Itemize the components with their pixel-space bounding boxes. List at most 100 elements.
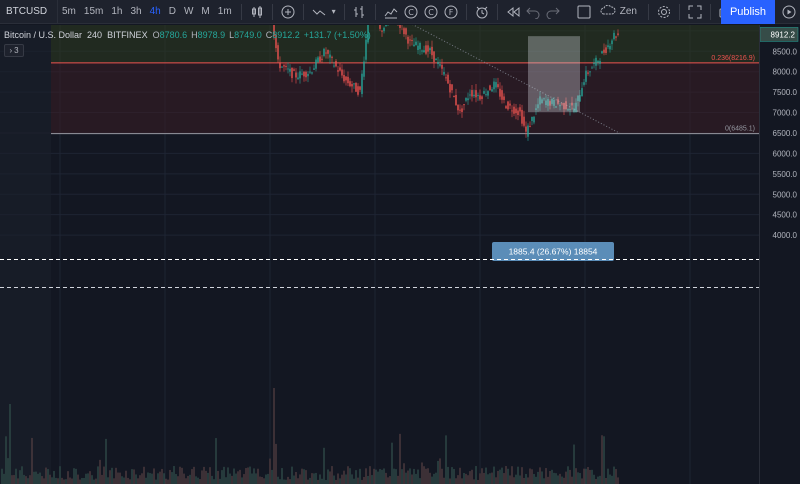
volume-bar (173, 466, 175, 484)
open-label: O (152, 30, 160, 40)
volume-bar (361, 479, 363, 484)
fullscreen-icon[interactable] (685, 0, 705, 24)
layout-icon[interactable] (574, 0, 594, 24)
volume-bar (603, 436, 605, 484)
volume-bar (169, 469, 171, 484)
volume-bar (461, 478, 463, 484)
volume-bar (353, 478, 355, 484)
candle-body (335, 60, 337, 67)
volume-bar (319, 474, 321, 484)
price-tick-label: 4000.0 (773, 231, 798, 240)
volume-bar (107, 477, 109, 484)
volume-bar (229, 473, 231, 484)
volume-bar (97, 466, 99, 484)
volume-bar (185, 478, 187, 484)
volume-bar (51, 477, 53, 484)
candle-body (419, 43, 421, 50)
toolbar-divider (648, 3, 649, 20)
interval-w[interactable]: W (183, 5, 194, 17)
volume-bar (271, 469, 273, 484)
volume-bar (451, 467, 453, 484)
chevron-down-icon[interactable]: ▾ (331, 7, 336, 16)
volume-bar (183, 473, 185, 484)
interval-15m[interactable]: 15m (83, 5, 104, 17)
c-icon[interactable]: C (421, 0, 441, 24)
volume-bar (23, 474, 25, 484)
candle-body (445, 77, 447, 79)
candle-body (359, 86, 361, 90)
candle-body (283, 65, 285, 67)
volume-bar (389, 476, 391, 484)
volume-bar (65, 479, 67, 484)
interval-m[interactable]: M (201, 5, 210, 17)
volume-bar (409, 468, 411, 484)
compare-icon[interactable] (309, 0, 329, 24)
volume-bar (377, 471, 379, 484)
interval-4h[interactable]: 4h (149, 5, 161, 17)
play-icon[interactable] (777, 0, 800, 24)
candle-body (465, 98, 467, 101)
volume-bar (525, 473, 527, 484)
interval-5m[interactable]: 5m (62, 5, 76, 17)
interval-1h[interactable]: 1h (111, 5, 123, 17)
price-range-measure[interactable]: 1885.4 (26.67%) 18854 (492, 36, 614, 261)
candle-body (325, 52, 327, 54)
volume-bar (343, 470, 345, 484)
f-icon[interactable]: F (441, 0, 461, 24)
candle-body (597, 60, 599, 63)
volume-bar (197, 477, 199, 484)
publish-button[interactable]: Publish (721, 0, 775, 24)
candle-body (613, 32, 615, 40)
symbol-description[interactable]: Bitcoin / U.S. Dollar (4, 30, 83, 40)
add-indicator-icon[interactable] (278, 0, 298, 24)
volume-bar (99, 459, 101, 484)
volume-bar (9, 404, 11, 484)
candle-body (289, 68, 291, 72)
interval-d[interactable]: D (168, 5, 176, 17)
toolbar-divider (374, 3, 376, 20)
volume-bar (449, 478, 451, 484)
interval-1m[interactable]: 1m (217, 5, 232, 17)
fib-level-label: 0.236(8216.9) (711, 55, 755, 62)
candle-body (339, 67, 341, 71)
volume-bar (445, 435, 447, 484)
redo-icon[interactable] (543, 0, 563, 24)
volume-bar (439, 458, 441, 484)
candle-body (361, 73, 363, 95)
volume-bar (161, 468, 163, 484)
candle-body (543, 98, 545, 100)
volume-bar (265, 474, 267, 484)
volume-bar (535, 476, 537, 484)
c-icon[interactable]: C (401, 0, 421, 24)
volume-bar (477, 479, 479, 484)
zen-layout-selector[interactable]: Zen (594, 0, 643, 24)
candle-body (585, 70, 587, 82)
volume-bar (465, 473, 467, 484)
volume-bar (39, 472, 41, 484)
indicators-icon[interactable] (381, 0, 401, 24)
volume-bar (103, 466, 105, 484)
volume-bar (491, 472, 493, 484)
price-chart[interactable]: 1(13819.0)0.886(12983.0)0.786(12249.6)0.… (0, 25, 800, 484)
candle-body (537, 104, 539, 109)
candle-body (609, 45, 611, 50)
undo-icon[interactable] (523, 0, 543, 24)
candles-icon[interactable] (247, 0, 267, 24)
collapse-indicators-button[interactable]: › 3 (4, 44, 24, 57)
horizontal-lines[interactable] (0, 259, 759, 288)
zen-label: Zen (619, 6, 637, 17)
symbol-search[interactable]: BTCUSD (0, 0, 58, 24)
bar-style-icon[interactable] (350, 0, 370, 24)
fibonacci-retracement[interactable]: 1(13819.0)0.886(12983.0)0.786(12249.6)0.… (0, 25, 759, 484)
volume-bar (529, 468, 531, 484)
volume-bar (269, 458, 271, 484)
settings-icon[interactable] (654, 0, 674, 24)
price-axis[interactable]: 14500.014000.013500.013000.012500.012000… (759, 25, 800, 484)
interval-3h[interactable]: 3h (130, 5, 142, 17)
alert-icon[interactable] (472, 0, 492, 24)
candle-body (565, 101, 567, 110)
candle-body (459, 109, 461, 111)
replay-icon[interactable] (503, 0, 523, 24)
volume-bar (387, 477, 389, 484)
candle-body (557, 99, 559, 104)
